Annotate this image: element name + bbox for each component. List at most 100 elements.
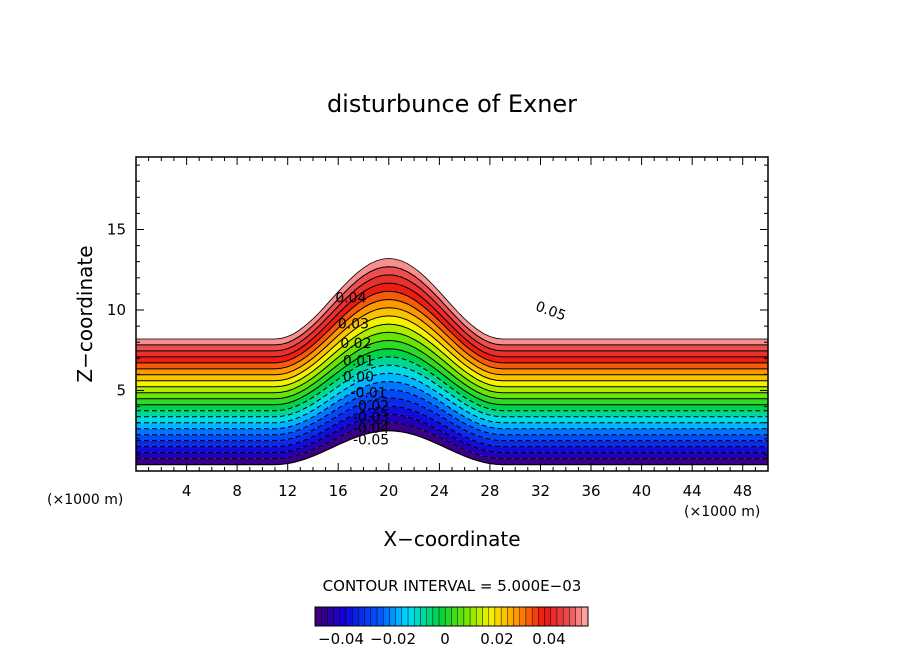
contour-line	[136, 348, 768, 406]
colorbar-cell	[358, 606, 365, 627]
colorbar-cell	[513, 606, 520, 627]
colorbar-cell	[333, 606, 341, 627]
colorbar-cell	[531, 606, 539, 627]
colorbar-frame	[314, 606, 589, 627]
colorbar-cell	[488, 606, 496, 627]
colorbar-cell	[345, 606, 353, 627]
colorbar-cell	[401, 606, 409, 627]
contour-line	[136, 290, 768, 364]
y-unit-label: (×1000 m)	[47, 492, 123, 508]
contour-band	[136, 381, 768, 435]
contour-line	[136, 282, 768, 358]
colorbar-cell	[581, 606, 589, 627]
colorbar-tick-label: 0	[440, 630, 450, 648]
colorbar-tick-label: −0.02	[370, 630, 416, 648]
x-tick-label: 32	[531, 482, 550, 500]
colorbar-cell	[507, 606, 514, 627]
contour-line	[136, 389, 768, 436]
colorbar-cell	[432, 606, 440, 627]
x-tick-label: 24	[430, 482, 449, 500]
contour-line	[136, 356, 768, 412]
colorbar-cell	[451, 606, 458, 627]
contour-label: 0.04	[335, 291, 366, 307]
colorbar-cell	[482, 606, 489, 627]
colorbar-cell	[407, 606, 415, 627]
colorbar-cell	[426, 606, 434, 627]
contour-line	[136, 315, 768, 382]
x-tick-label: 28	[480, 482, 499, 500]
colorbar-cell	[538, 606, 545, 627]
terrain-line	[136, 430, 768, 466]
contour-line	[136, 397, 768, 442]
contour-label: -0.05	[353, 432, 389, 448]
contour-line	[136, 274, 768, 352]
colorbar-cell	[469, 606, 477, 627]
x-tick-label: 44	[683, 482, 702, 500]
colorbar-cell	[575, 606, 582, 627]
colorbar-cell	[438, 606, 446, 627]
contour-band	[136, 406, 768, 453]
contour-interval-note: CONTOUR INTERVAL = 5.000E−03	[323, 577, 582, 595]
colorbar-tick-label: 0.02	[480, 630, 513, 648]
contour-line	[136, 405, 768, 448]
contour-label: 0.01	[343, 354, 374, 370]
contour-label: -0.01	[350, 386, 386, 402]
y-tick-label: 15	[107, 221, 126, 239]
x-tick-label: 20	[379, 482, 398, 500]
colorbar-cell	[383, 606, 390, 627]
x-tick-label: 36	[581, 482, 600, 500]
colorbar-cell	[519, 606, 527, 627]
contour-line	[136, 372, 768, 424]
colorbar-cell	[525, 606, 533, 627]
contour-label: 0.00	[343, 370, 374, 386]
contour-label: 0.03	[338, 317, 369, 333]
colorbar-cell	[376, 606, 384, 627]
contour-line	[136, 413, 768, 454]
x-tick-label: 40	[632, 482, 651, 500]
x-tick-label: 48	[733, 482, 752, 500]
contour-line	[136, 331, 768, 394]
colorbar-cell	[463, 606, 471, 627]
x-tick-label: 4	[182, 482, 192, 500]
contour-line	[136, 421, 768, 460]
chart-title: disturbunce of Exner	[327, 90, 577, 118]
contour-label: -0.03	[353, 410, 389, 426]
colorbar-cell	[445, 606, 452, 627]
colorbar-cell	[494, 606, 502, 627]
x-unit-label: (×1000 m)	[684, 504, 760, 520]
contour-line	[136, 307, 768, 376]
contour-field	[136, 257, 768, 466]
contour-line	[136, 380, 768, 430]
contour-label: 0.02	[340, 336, 371, 352]
contour-line	[136, 323, 768, 388]
colorbar-cell	[569, 606, 576, 627]
colorbar-cell	[389, 606, 396, 627]
colorbar-cell	[370, 606, 378, 627]
contour-band	[136, 389, 768, 441]
contour-label: -0.04	[353, 421, 389, 437]
colorbar-cell	[550, 606, 558, 627]
contour-band	[136, 422, 768, 465]
contour-line	[136, 266, 768, 346]
colorbar-cell	[457, 606, 465, 627]
y-axis-label: Z−coordinate	[73, 245, 97, 382]
y-tick-label: 10	[107, 301, 126, 319]
contour-label: 0.05	[533, 299, 568, 325]
contour-label: -0.02	[353, 399, 389, 415]
colorbar-cell	[562, 606, 570, 627]
contour-band	[136, 397, 768, 447]
contour-line	[136, 364, 768, 418]
y-tick-label: 5	[116, 382, 126, 400]
colorbar-cell	[352, 606, 359, 627]
colorbar-cell	[420, 606, 427, 627]
x-tick-label: 8	[232, 482, 242, 500]
colorbar-cell	[500, 606, 508, 627]
colorbar-cell	[327, 606, 334, 627]
field-top-line	[136, 257, 768, 340]
colorbar: −0.04 −0.02 0 0.02 0.04	[314, 606, 589, 648]
colorbar-cell	[476, 606, 483, 627]
contour-line	[136, 298, 768, 370]
colorbar-tick-label: −0.04	[318, 630, 364, 648]
colorbar-cell	[364, 606, 372, 627]
